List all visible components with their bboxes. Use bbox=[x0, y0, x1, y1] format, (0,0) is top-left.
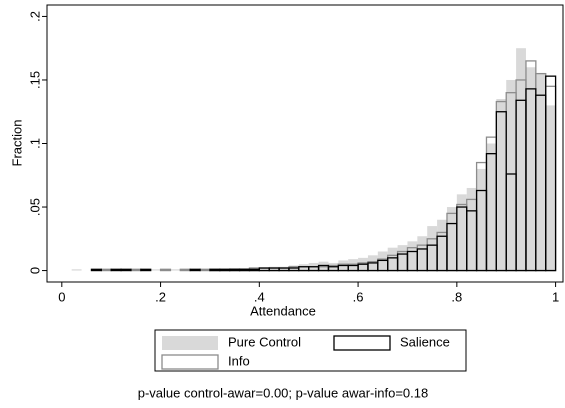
bar bbox=[150, 269, 161, 271]
y-tick-label: .1 bbox=[27, 138, 42, 149]
legend-swatch bbox=[162, 336, 218, 350]
bar bbox=[427, 226, 438, 271]
bar bbox=[179, 268, 191, 272]
note: p-value control-awar=0.00; p-value awar-… bbox=[138, 385, 429, 400]
bar bbox=[407, 241, 418, 271]
bar bbox=[417, 236, 428, 271]
y-tick-label: 0 bbox=[27, 267, 42, 274]
bar bbox=[71, 269, 82, 271]
x-tick-label: .4 bbox=[254, 289, 265, 304]
bar bbox=[259, 268, 270, 271]
bar bbox=[446, 207, 457, 271]
legend-swatch bbox=[161, 354, 219, 370]
bar bbox=[545, 105, 556, 271]
legend-label: Info bbox=[228, 353, 250, 368]
bar bbox=[209, 268, 221, 272]
legend-swatch bbox=[333, 335, 391, 351]
bar bbox=[229, 268, 241, 272]
bar bbox=[525, 67, 536, 271]
y-tick-label: .05 bbox=[27, 198, 42, 216]
x-axis-label: Attendance bbox=[250, 303, 316, 318]
bar bbox=[130, 268, 142, 272]
bar bbox=[486, 143, 497, 271]
bar bbox=[238, 268, 251, 272]
bar bbox=[120, 268, 132, 272]
bar bbox=[199, 268, 211, 272]
bar bbox=[476, 168, 487, 271]
bar bbox=[110, 268, 122, 272]
x-tick-label: 1 bbox=[552, 289, 559, 304]
bar bbox=[248, 268, 260, 272]
bar bbox=[506, 79, 517, 271]
x-tick-label: .2 bbox=[155, 289, 166, 304]
bar bbox=[545, 75, 557, 272]
bar bbox=[437, 219, 447, 271]
bar bbox=[516, 48, 526, 271]
y-tick-label: .15 bbox=[27, 71, 42, 89]
bar bbox=[90, 268, 102, 272]
y-axis-label: Fraction bbox=[9, 120, 24, 167]
bar bbox=[535, 73, 546, 271]
x-tick-label: .8 bbox=[451, 289, 462, 304]
y-tick-label: .2 bbox=[27, 11, 42, 22]
bar bbox=[456, 194, 467, 271]
legend-label: Pure Control bbox=[228, 334, 301, 349]
bar bbox=[466, 187, 477, 271]
bar bbox=[397, 245, 408, 271]
x-tick-label: .6 bbox=[353, 289, 364, 304]
bar bbox=[100, 268, 112, 272]
bar bbox=[170, 269, 181, 271]
bar bbox=[159, 268, 172, 272]
bar bbox=[189, 268, 201, 272]
x-tick-label: 0 bbox=[58, 289, 65, 304]
bar bbox=[496, 99, 507, 271]
bar bbox=[140, 268, 152, 272]
bar bbox=[387, 247, 398, 271]
bar bbox=[219, 268, 231, 272]
legend-label: Salience bbox=[400, 334, 450, 349]
